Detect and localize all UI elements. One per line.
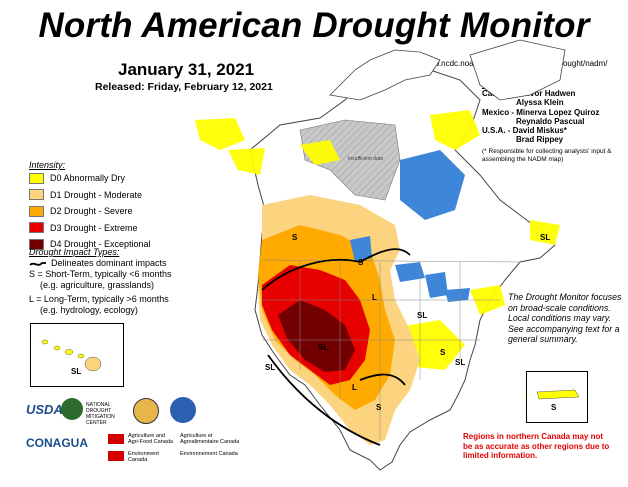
analyst-row: Brad Rippey bbox=[516, 135, 564, 145]
greenland bbox=[469, 39, 566, 101]
summary-note: The Drought Monitor focuses on broad-sca… bbox=[508, 292, 622, 344]
canada-flag-icon bbox=[108, 434, 124, 444]
d0-patch bbox=[530, 220, 560, 245]
ndmc-logo-icon bbox=[61, 398, 83, 420]
conagua-logo: CONAGUA bbox=[26, 436, 88, 450]
northern-canada-note: Regions in northern Canada may not be as… bbox=[463, 432, 610, 460]
label-s: S bbox=[376, 403, 382, 412]
legend-item: D2 Drought - Severe bbox=[29, 203, 151, 220]
ndmc-logo-text: NATIONAL DROUGHT MITIGATION CENTER bbox=[86, 402, 115, 426]
short-term-label: S = Short-Term, typically <6 months bbox=[29, 269, 172, 279]
env-canada-fr-text: Environnement Canada bbox=[180, 451, 238, 457]
border-line bbox=[261, 259, 521, 263]
long-term-label: L = Long-Term, typically >6 months bbox=[29, 294, 169, 304]
impact-header: Drought Impact Types: bbox=[29, 247, 120, 257]
puerto-rico-map: S bbox=[536, 389, 580, 412]
boundary-label: Delineates dominant impacts bbox=[51, 258, 167, 268]
no-data-label: Insufficient data bbox=[348, 156, 383, 162]
label-l: L bbox=[372, 293, 377, 302]
label-sl: SL bbox=[540, 233, 550, 242]
agri-canada-fr-text: Agriculture et Agroalimentaire Canada bbox=[180, 433, 240, 445]
d0-patch bbox=[195, 118, 245, 150]
impact-boundary bbox=[261, 248, 411, 291]
lake bbox=[445, 288, 470, 302]
map-title: North American Drought Monitor bbox=[38, 6, 590, 45]
responsible-note: (* Responsible for collecting analysts' … bbox=[482, 148, 612, 163]
label-sl: SL bbox=[318, 343, 328, 352]
legend-label: D1 Drought - Moderate bbox=[50, 189, 143, 200]
legend-label: D3 Drought - Extreme bbox=[50, 222, 138, 233]
legend-item: D4 Drought - Exceptional bbox=[29, 236, 151, 253]
legend-label: D4 Drought - Exceptional bbox=[50, 239, 151, 250]
swatch-d3 bbox=[29, 222, 44, 234]
d0-patch bbox=[430, 110, 480, 150]
analyst-row: Reynaldo Pascual bbox=[516, 116, 585, 126]
impact-boundary bbox=[267, 354, 381, 446]
swatch-d1 bbox=[29, 189, 44, 201]
legend-header: Intensity: bbox=[29, 160, 66, 170]
swatch-d2 bbox=[29, 205, 44, 217]
nws-logo-icon bbox=[170, 397, 196, 423]
label-sl: SL bbox=[417, 311, 427, 320]
hawaii-inset: SL bbox=[30, 323, 124, 387]
label-s: S bbox=[440, 348, 446, 357]
lake bbox=[395, 262, 425, 282]
hudson-bay bbox=[400, 150, 465, 220]
label-s: S bbox=[358, 258, 364, 267]
legend: Intensity: D0 Abnormally Dry D1 Drought … bbox=[29, 160, 151, 253]
short-term-example: (e.g. agriculture, grasslands) bbox=[40, 280, 155, 290]
legend-item: D3 Drought - Extreme bbox=[29, 220, 151, 237]
legend-item: D0 Abnormally Dry bbox=[29, 170, 151, 187]
label-s: S bbox=[292, 233, 298, 242]
agri-canada-text: Agriculture and Agri-Food Canada bbox=[128, 433, 173, 445]
canada-flag-icon bbox=[108, 451, 124, 461]
no-data-region bbox=[299, 119, 401, 201]
d4-region bbox=[278, 300, 355, 372]
hawaii-map: SL bbox=[41, 339, 102, 376]
boundary-line-icon bbox=[29, 261, 46, 266]
long-term-example: (e.g. hydrology, ecology) bbox=[40, 305, 138, 315]
analyst-row: Alyssa Klein bbox=[516, 98, 564, 108]
release-date: Released: Friday, February 12, 2021 bbox=[95, 81, 273, 93]
arctic-islands bbox=[329, 49, 441, 101]
d0-patch bbox=[300, 140, 340, 165]
impact-boundary bbox=[359, 373, 406, 386]
lake bbox=[425, 272, 448, 298]
svg-text:SL: SL bbox=[71, 367, 81, 376]
swatch-d4 bbox=[29, 238, 44, 250]
usda-logo: USDA bbox=[26, 402, 63, 417]
label-sl: SL bbox=[265, 363, 275, 372]
noaa-seal-icon bbox=[133, 398, 159, 424]
map-date: January 31, 2021 bbox=[118, 60, 255, 79]
env-canada-text: Environment Canada bbox=[128, 451, 159, 463]
lake bbox=[350, 236, 372, 262]
label-sl: SL bbox=[455, 358, 465, 367]
analyst-row: U.S.A. - David Miskus* bbox=[482, 126, 567, 136]
svg-text:S: S bbox=[551, 403, 557, 412]
d0-patch bbox=[228, 148, 265, 175]
swatch-d0 bbox=[29, 172, 44, 184]
puerto-rico-inset: S bbox=[526, 371, 588, 423]
analyst-row: Mexico - Minerva Lopez Quiroz bbox=[482, 107, 600, 117]
legend-label: D0 Abnormally Dry bbox=[50, 173, 126, 184]
label-l: L bbox=[352, 383, 357, 392]
legend-label: D2 Drought - Severe bbox=[50, 206, 133, 217]
impact-boundary-row: Delineates dominant impacts bbox=[29, 258, 172, 269]
impact-legend: Drought Impact Types: Delineates dominan… bbox=[29, 247, 172, 316]
legend-item: D1 Drought - Moderate bbox=[29, 187, 151, 204]
